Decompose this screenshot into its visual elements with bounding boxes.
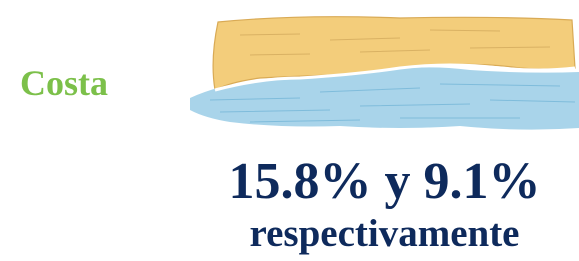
region-label: Costa — [20, 62, 108, 104]
subtext: respectivamente — [190, 214, 579, 253]
infographic: Costa 15.8% y 9.1% respectivamente — [0, 0, 579, 261]
headline: 15.8% y 9.1% — [190, 156, 579, 208]
